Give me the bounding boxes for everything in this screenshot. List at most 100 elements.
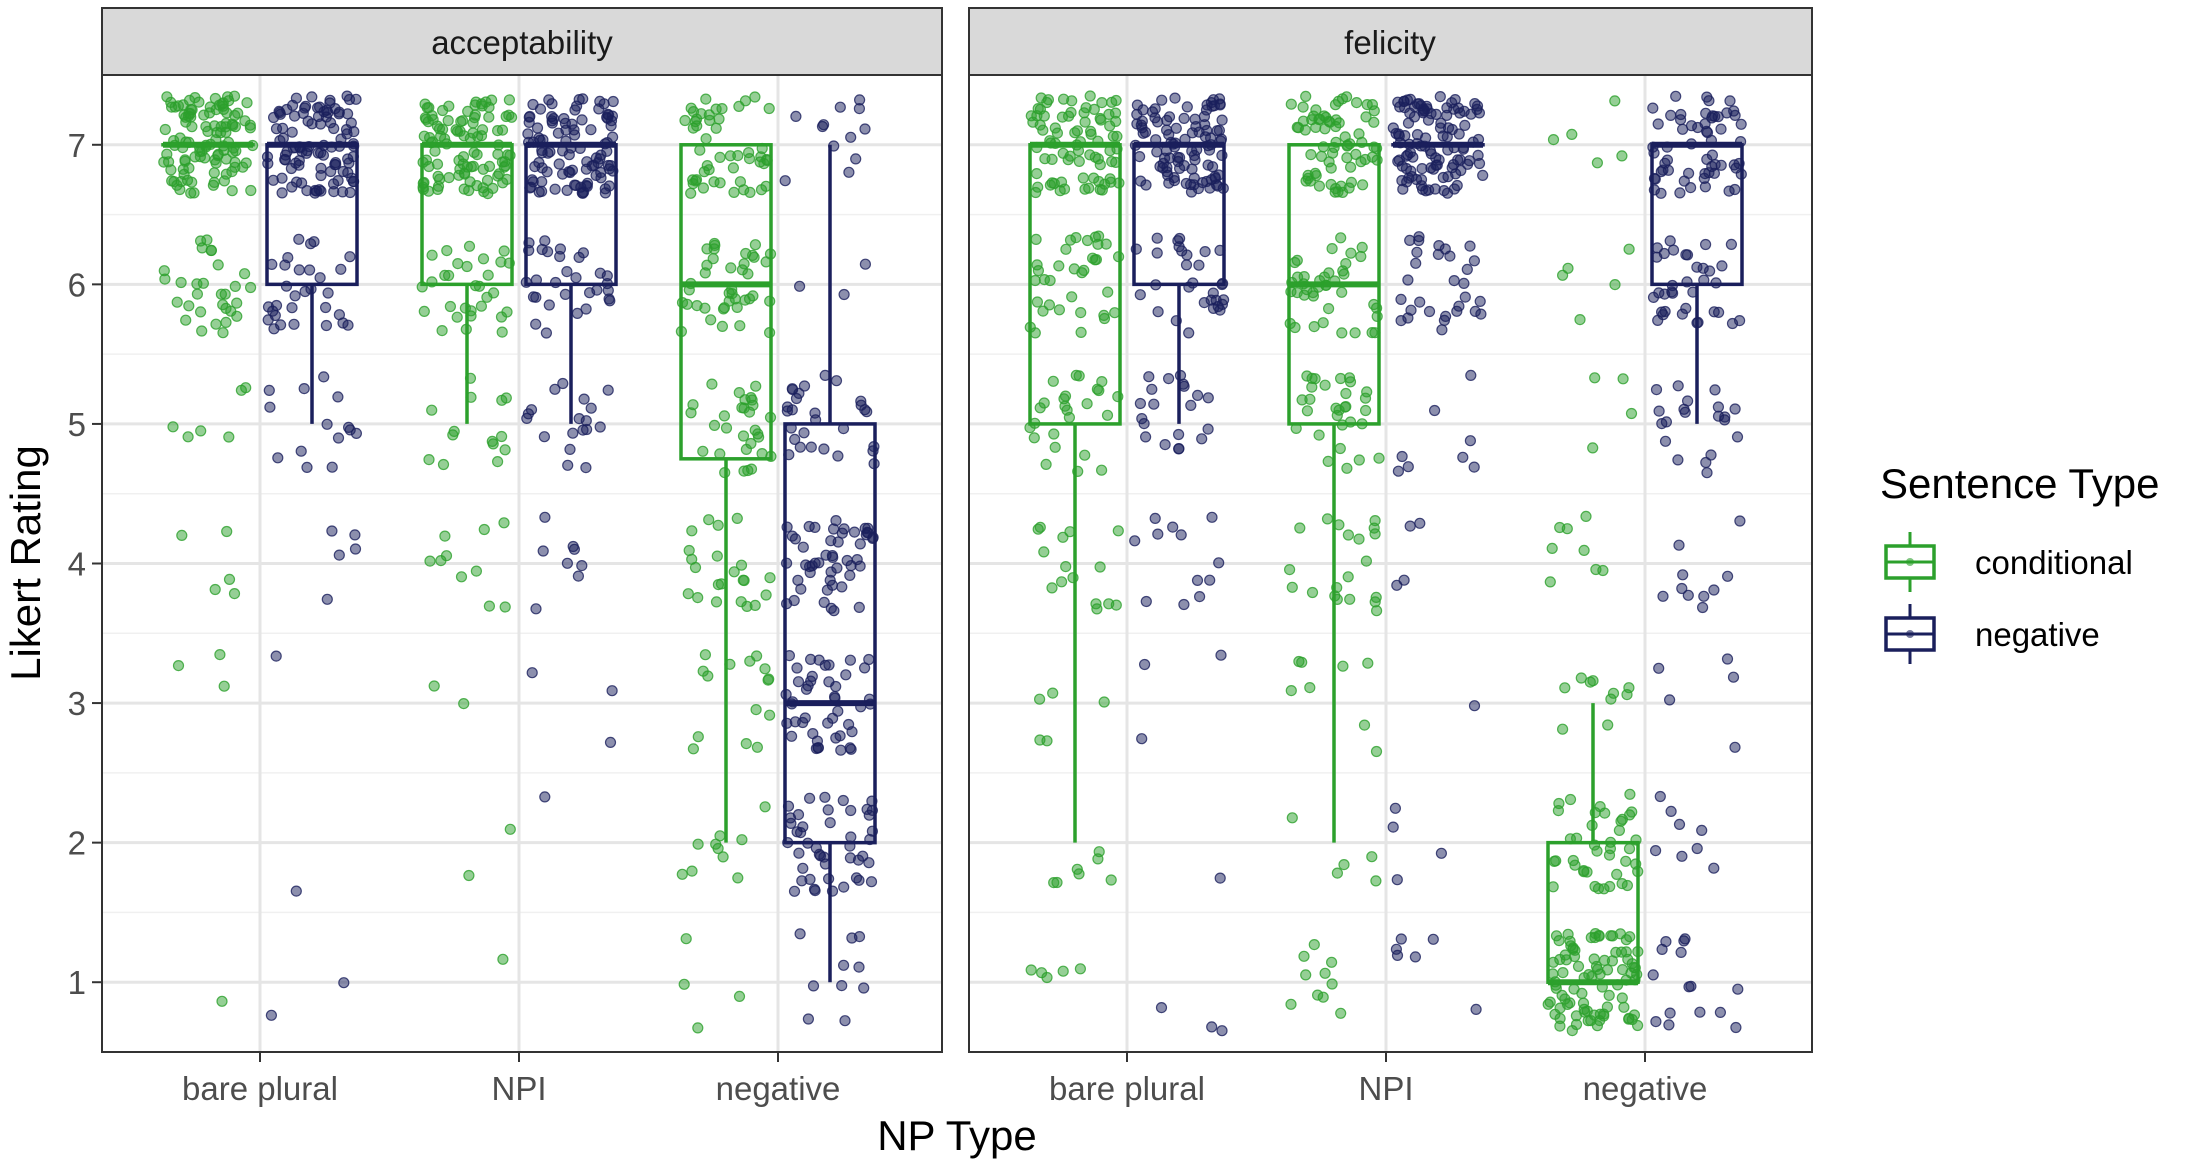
- data-point: [325, 165, 337, 178]
- data-point: [463, 869, 475, 882]
- data-point: [431, 158, 444, 170]
- data-point: [1326, 978, 1338, 990]
- data-point: [1653, 405, 1665, 417]
- data-point: [1326, 243, 1338, 255]
- data-point: [214, 648, 226, 661]
- data-point: [272, 452, 284, 464]
- data-point: [1663, 1019, 1675, 1031]
- data-point: [1572, 960, 1585, 973]
- data-point: [1345, 247, 1357, 259]
- data-point: [1094, 159, 1106, 171]
- legend-key-negative: [1884, 604, 1936, 664]
- data-point: [218, 680, 230, 692]
- data-point: [1675, 108, 1687, 121]
- data-point: [1191, 574, 1204, 587]
- data-point: [1371, 154, 1383, 166]
- data-point: [836, 581, 848, 593]
- data-point: [683, 544, 695, 557]
- data-point: [1057, 965, 1069, 977]
- data-point: [739, 95, 752, 107]
- data-point: [1029, 274, 1041, 287]
- data-point: [1547, 956, 1559, 968]
- data-point: [711, 550, 723, 562]
- data-point: [429, 145, 441, 157]
- data-point: [1562, 262, 1574, 274]
- data-point: [183, 300, 195, 312]
- data-point: [1096, 96, 1108, 109]
- data-point: [834, 730, 846, 742]
- data-point: [1345, 176, 1358, 188]
- data-point: [1340, 387, 1352, 400]
- data-point: [325, 117, 337, 129]
- data-point: [1652, 314, 1664, 326]
- data-point: [1394, 137, 1406, 149]
- data-point: [1146, 106, 1159, 118]
- y-axis: 1 2 3 4 5 6 7: [68, 127, 102, 1001]
- data-point: [1630, 858, 1642, 870]
- data-point: [1335, 232, 1347, 244]
- data-point: [321, 418, 333, 430]
- data-point: [226, 166, 238, 178]
- data-point: [1721, 653, 1734, 665]
- data-point: [764, 248, 777, 260]
- data-point: [1202, 423, 1214, 435]
- data-point: [820, 549, 832, 561]
- data-point: [807, 727, 819, 740]
- data-point: [572, 570, 585, 582]
- data-point: [1670, 90, 1682, 102]
- data-point: [426, 404, 438, 416]
- data-point: [1103, 108, 1115, 121]
- data-point: [1370, 745, 1383, 758]
- data-point: [496, 394, 508, 406]
- data-point: [1631, 1019, 1644, 1032]
- data-point: [728, 566, 740, 578]
- data-point: [717, 851, 729, 863]
- data-point: [539, 511, 551, 523]
- data-point: [321, 593, 333, 605]
- data-point: [1616, 992, 1628, 1004]
- data-point: [1623, 843, 1636, 855]
- data-point: [1370, 875, 1382, 887]
- data-point: [553, 158, 565, 170]
- data-point: [196, 325, 208, 337]
- data-point: [220, 316, 232, 328]
- data-point: [290, 885, 302, 897]
- data-point: [866, 804, 879, 817]
- data-point: [791, 662, 803, 674]
- data-point: [182, 431, 194, 443]
- data-point: [1285, 998, 1297, 1010]
- data-point: [159, 123, 171, 136]
- data-point: [1361, 386, 1373, 398]
- data-point: [1366, 851, 1378, 863]
- data-point: [720, 422, 733, 434]
- data-point: [1727, 671, 1740, 683]
- data-point: [1447, 159, 1460, 171]
- data-point: [1681, 249, 1694, 261]
- data-point: [1058, 183, 1071, 195]
- data-point: [1070, 369, 1082, 381]
- data-point: [1170, 122, 1182, 134]
- data-point: [1588, 953, 1600, 965]
- data-point: [1106, 156, 1118, 168]
- data-point: [1715, 159, 1727, 171]
- data-point: [183, 162, 195, 174]
- data-point: [1034, 734, 1046, 746]
- data-point: [561, 184, 573, 196]
- data-point: [1453, 128, 1465, 140]
- data-point: [498, 245, 510, 257]
- data-point: [685, 102, 697, 114]
- data-point: [1285, 98, 1297, 110]
- data-point: [786, 698, 798, 710]
- data-point: [443, 172, 455, 184]
- data-point: [1588, 839, 1601, 851]
- data-point: [1647, 969, 1659, 981]
- data-point: [598, 98, 610, 110]
- data-point: [1609, 95, 1621, 107]
- data-point: [305, 283, 317, 295]
- data-point: [1024, 422, 1036, 434]
- data-point: [836, 979, 848, 992]
- data-point: [1047, 687, 1059, 699]
- data-point: [1423, 305, 1436, 318]
- data-point: [195, 425, 207, 437]
- data-point: [733, 990, 746, 1003]
